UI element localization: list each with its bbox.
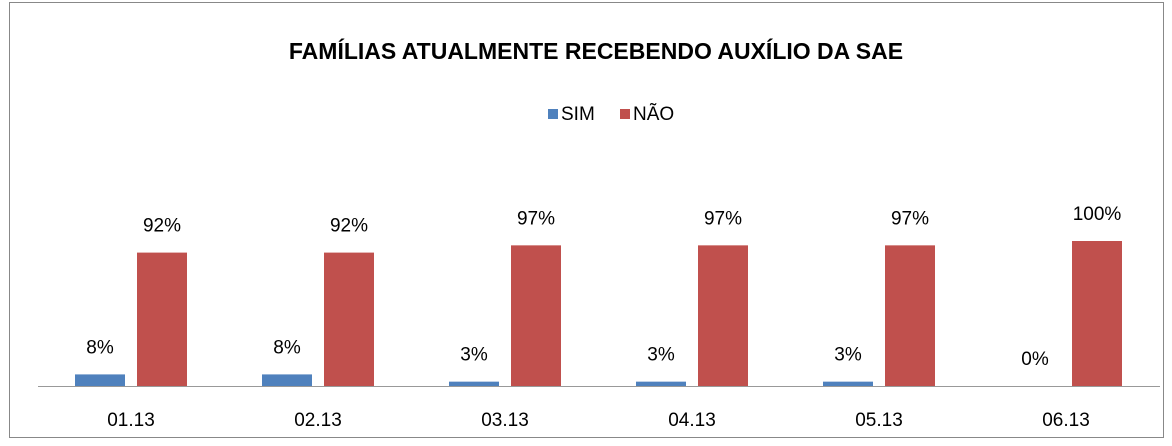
data-label: 92% xyxy=(143,216,181,237)
legend-label: NÃO xyxy=(633,103,674,125)
data-label: 3% xyxy=(834,345,862,366)
legend-swatch xyxy=(548,109,558,119)
data-label: 97% xyxy=(517,208,555,229)
x-tick-label: 06.13 xyxy=(1042,410,1090,431)
bar xyxy=(885,245,935,386)
bar xyxy=(262,374,312,386)
x-tick-label: 01.13 xyxy=(107,410,155,431)
bar xyxy=(823,381,873,386)
chart-title: FAMÍLIAS ATUALMENTE RECEBENDO AUXÍLIO DA… xyxy=(289,37,903,64)
data-label: 97% xyxy=(704,208,742,229)
bar xyxy=(698,245,748,386)
data-label: 100% xyxy=(1073,204,1122,225)
data-label: 0% xyxy=(1021,349,1049,370)
data-label: 97% xyxy=(891,208,929,229)
data-label: 3% xyxy=(460,345,488,366)
data-label: 8% xyxy=(273,337,301,358)
bar xyxy=(511,245,561,386)
data-label: 3% xyxy=(647,345,675,366)
x-tick-label: 04.13 xyxy=(668,410,716,431)
data-label: 8% xyxy=(86,337,114,358)
bar xyxy=(75,374,125,386)
x-tick-label: 05.13 xyxy=(855,410,903,431)
x-tick-label: 02.13 xyxy=(294,410,342,431)
x-tick-label: 03.13 xyxy=(481,410,529,431)
bar xyxy=(324,252,374,386)
bar xyxy=(1072,241,1122,386)
chart-border xyxy=(9,2,1164,438)
bar xyxy=(636,381,686,386)
legend-swatch xyxy=(620,109,630,119)
legend-label: SIM xyxy=(561,104,595,125)
bar xyxy=(137,252,187,386)
bar xyxy=(449,381,499,386)
data-label: 92% xyxy=(330,216,368,237)
